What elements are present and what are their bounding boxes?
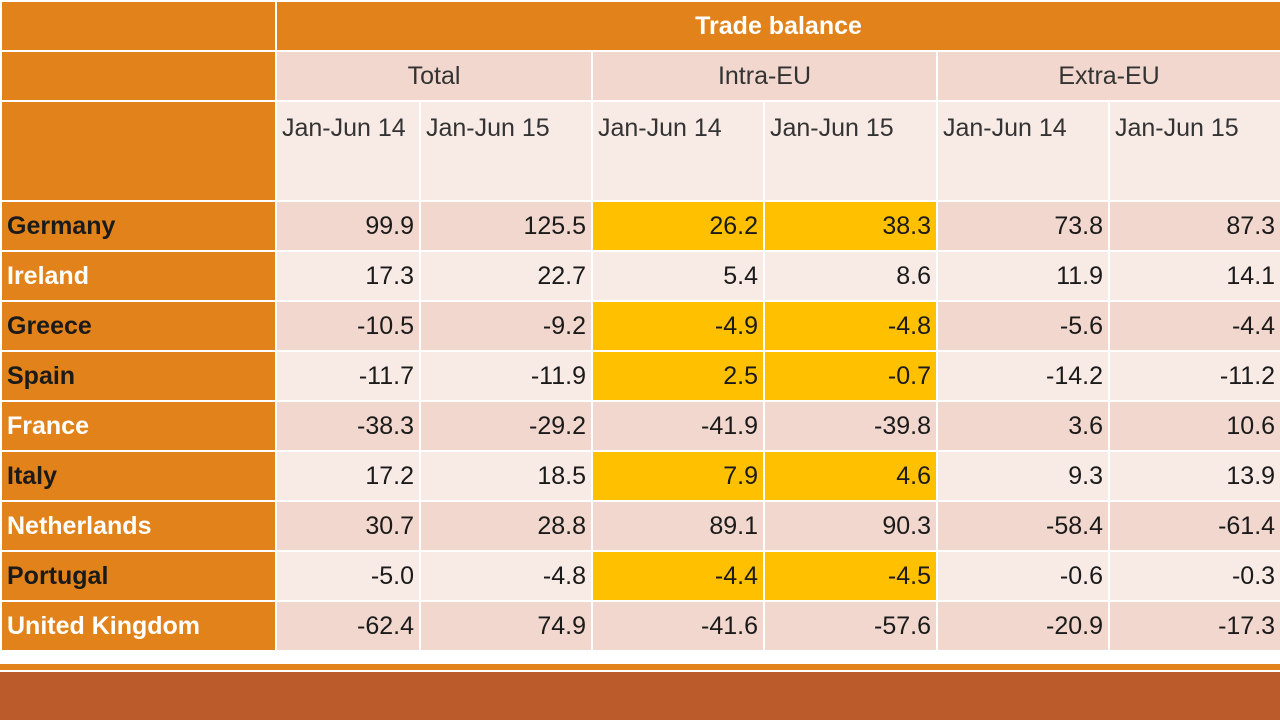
corner-cell <box>0 100 277 202</box>
footer-band <box>0 672 1280 720</box>
value-cell: 11.9 <box>936 250 1110 302</box>
value-cell: 8.6 <box>763 250 938 302</box>
period-header: Jan-Jun 14 <box>936 100 1110 202</box>
value-cell: -10.5 <box>275 300 421 352</box>
value-cell: 87.3 <box>1107 200 1280 252</box>
value-cell: 13.9 <box>1107 450 1280 502</box>
table-row: Ireland 17.3 22.7 5.4 8.6 11.9 14.1 <box>0 250 1280 302</box>
table-row: France -38.3 -29.2 -41.9 -39.8 3.6 10.6 <box>0 400 1280 452</box>
value-cell: -9.2 <box>419 300 593 352</box>
value-cell: -38.3 <box>275 400 421 452</box>
value-cell: 10.6 <box>1107 400 1280 452</box>
table-row: Portugal -5.0 -4.8 -4.4 -4.5 -0.6 -0.3 <box>0 550 1280 602</box>
value-cell: -5.6 <box>936 300 1110 352</box>
value-cell-highlighted: -4.5 <box>763 550 938 602</box>
value-cell: -11.2 <box>1107 350 1280 402</box>
period-header: Jan-Jun 14 <box>275 100 421 202</box>
value-cell: -0.3 <box>1107 550 1280 602</box>
value-cell: 17.3 <box>275 250 421 302</box>
period-header: Jan-Jun 15 <box>1107 100 1280 202</box>
value-cell: 125.5 <box>419 200 593 252</box>
value-cell: 28.8 <box>419 500 593 552</box>
value-cell: 30.7 <box>275 500 421 552</box>
value-cell: 17.2 <box>275 450 421 502</box>
value-cell-highlighted: -4.4 <box>591 550 765 602</box>
value-cell-highlighted: 2.5 <box>591 350 765 402</box>
value-cell: -14.2 <box>936 350 1110 402</box>
row-label-ireland: Ireland <box>0 250 277 302</box>
value-cell: -5.0 <box>275 550 421 602</box>
value-cell: -11.9 <box>419 350 593 402</box>
value-cell: 22.7 <box>419 250 593 302</box>
value-cell: 18.5 <box>419 450 593 502</box>
group-header-intra-eu: Intra-EU <box>591 50 938 102</box>
table-row: Spain -11.7 -11.9 2.5 -0.7 -14.2 -11.2 <box>0 350 1280 402</box>
table-row: Greece -10.5 -9.2 -4.9 -4.8 -5.6 -4.4 <box>0 300 1280 352</box>
value-cell: 14.1 <box>1107 250 1280 302</box>
value-cell: -0.6 <box>936 550 1110 602</box>
value-cell: 74.9 <box>419 600 593 652</box>
value-cell-highlighted: 26.2 <box>591 200 765 252</box>
value-cell: -39.8 <box>763 400 938 452</box>
value-cell: 89.1 <box>591 500 765 552</box>
table-row: Netherlands 30.7 28.8 89.1 90.3 -58.4 -6… <box>0 500 1280 552</box>
value-cell: -41.9 <box>591 400 765 452</box>
value-cell: -20.9 <box>936 600 1110 652</box>
footer-accent-line <box>0 664 1280 670</box>
value-cell: -57.6 <box>763 600 938 652</box>
value-cell-highlighted: -4.8 <box>763 300 938 352</box>
value-cell: 73.8 <box>936 200 1110 252</box>
group-header-extra-eu: Extra-EU <box>935 50 1280 102</box>
row-label-italy: Italy <box>0 450 277 502</box>
corner-cell <box>0 50 277 102</box>
period-header: Jan-Jun 15 <box>419 100 593 202</box>
row-label-united-kingdom: United Kingdom <box>0 600 277 652</box>
value-cell-highlighted: 38.3 <box>763 200 938 252</box>
value-cell-highlighted: -0.7 <box>763 350 938 402</box>
value-cell: -29.2 <box>419 400 593 452</box>
row-label-germany: Germany <box>0 200 277 252</box>
row-label-portugal: Portugal <box>0 550 277 602</box>
table-row: United Kingdom -62.4 74.9 -41.6 -57.6 -2… <box>0 600 1280 652</box>
value-cell-highlighted: 7.9 <box>591 450 765 502</box>
value-cell: -58.4 <box>936 500 1110 552</box>
value-cell: 99.9 <box>275 200 421 252</box>
value-cell: -4.4 <box>1107 300 1280 352</box>
value-cell: -11.7 <box>275 350 421 402</box>
period-header: Jan-Jun 14 <box>591 100 765 202</box>
group-header-total: Total <box>275 50 593 102</box>
value-cell: 9.3 <box>936 450 1110 502</box>
value-cell: 90.3 <box>763 500 938 552</box>
value-cell: -41.6 <box>591 600 765 652</box>
table-row: Italy 17.2 18.5 7.9 4.6 9.3 13.9 <box>0 450 1280 502</box>
value-cell: -4.8 <box>419 550 593 602</box>
value-cell: 3.6 <box>936 400 1110 452</box>
value-cell: -62.4 <box>275 600 421 652</box>
table-row: Germany 99.9 125.5 26.2 38.3 73.8 87.3 <box>0 200 1280 252</box>
value-cell-highlighted: -4.9 <box>591 300 765 352</box>
row-label-spain: Spain <box>0 350 277 402</box>
trade-balance-table: Trade balance Total Intra-EU Extra-EU Ja… <box>0 0 1280 652</box>
value-cell: 5.4 <box>591 250 765 302</box>
row-label-greece: Greece <box>0 300 277 352</box>
value-cell: -61.4 <box>1107 500 1280 552</box>
row-label-netherlands: Netherlands <box>0 500 277 552</box>
value-cell-highlighted: 4.6 <box>763 450 938 502</box>
corner-cell <box>0 0 277 52</box>
value-cell: -17.3 <box>1107 600 1280 652</box>
row-label-france: France <box>0 400 277 452</box>
period-header: Jan-Jun 15 <box>763 100 938 202</box>
table-title: Trade balance <box>274 0 1280 52</box>
